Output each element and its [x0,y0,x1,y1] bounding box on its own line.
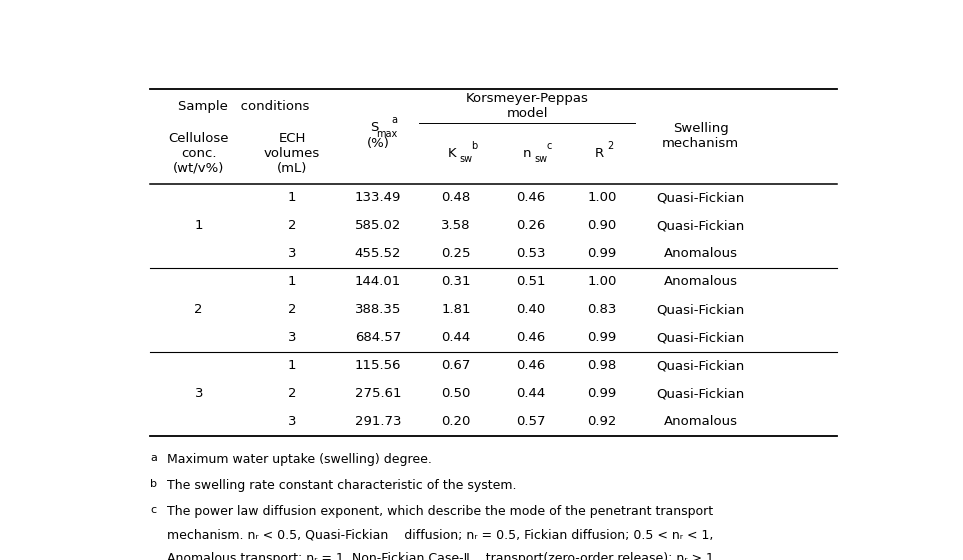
Text: 3.58: 3.58 [441,219,471,232]
Text: Swelling
mechanism: Swelling mechanism [663,122,740,150]
Text: Quasi-Fickian: Quasi-Fickian [657,332,744,344]
Text: 455.52: 455.52 [354,247,402,260]
Text: b: b [150,479,157,489]
Text: 1: 1 [288,191,297,204]
Text: sw: sw [534,154,547,164]
Text: 1: 1 [195,219,203,232]
Text: n: n [523,147,532,160]
Text: 0.46: 0.46 [516,332,545,344]
Text: 585.02: 585.02 [354,219,401,232]
Text: 0.67: 0.67 [441,360,471,372]
Text: 3: 3 [195,388,203,400]
Text: 291.73: 291.73 [354,416,402,428]
Text: c: c [150,505,156,515]
Text: 0.26: 0.26 [516,219,546,232]
Text: 0.57: 0.57 [516,416,546,428]
Text: Anomalous: Anomalous [664,275,738,288]
Text: 0.46: 0.46 [516,360,545,372]
Text: Quasi-Fickian: Quasi-Fickian [657,304,744,316]
Text: 0.99: 0.99 [587,332,616,344]
Text: 3: 3 [288,416,297,428]
Text: 0.46: 0.46 [516,191,545,204]
Text: 0.44: 0.44 [442,332,471,344]
Text: ECH
volumes
(mL): ECH volumes (mL) [264,132,320,175]
Text: 0.40: 0.40 [516,304,545,316]
Text: Quasi-Fickian: Quasi-Fickian [657,219,744,232]
Text: b: b [471,141,478,151]
Text: The swelling rate constant characteristic of the system.: The swelling rate constant characteristi… [167,479,516,492]
Text: sw: sw [459,154,473,164]
Text: 0.50: 0.50 [441,388,471,400]
Text: Sample   conditions: Sample conditions [178,100,309,113]
Text: 144.01: 144.01 [354,275,401,288]
Text: 275.61: 275.61 [354,388,402,400]
Text: 684.57: 684.57 [354,332,401,344]
Text: 388.35: 388.35 [354,304,401,316]
Text: 0.92: 0.92 [587,416,616,428]
Text: Quasi-Fickian: Quasi-Fickian [657,360,744,372]
Text: 0.44: 0.44 [516,388,545,400]
Text: 0.31: 0.31 [441,275,471,288]
Text: a: a [391,115,398,125]
Text: Anomalous transport; nᵣ = 1, Non-Fickian Case-Ⅱ    transport(zero-order release): Anomalous transport; nᵣ = 1, Non-Fickian… [167,552,717,560]
Text: 0.99: 0.99 [587,247,616,260]
Text: Quasi-Fickian: Quasi-Fickian [657,191,744,204]
Text: 0.83: 0.83 [587,304,616,316]
Text: 133.49: 133.49 [354,191,401,204]
Text: S: S [370,121,378,134]
Text: 0.53: 0.53 [516,247,546,260]
Text: Maximum water uptake (swelling) degree.: Maximum water uptake (swelling) degree. [167,453,431,466]
Text: 1.81: 1.81 [441,304,471,316]
Text: Cellulose
conc.
(wt/v%): Cellulose conc. (wt/v%) [169,132,229,175]
Text: Korsmeyer-Peppas
model: Korsmeyer-Peppas model [466,92,588,120]
Text: 0.90: 0.90 [587,219,616,232]
Text: Quasi-Fickian: Quasi-Fickian [657,388,744,400]
Text: (%): (%) [366,137,389,151]
Text: 1: 1 [288,360,297,372]
Text: 1.00: 1.00 [587,275,616,288]
Text: 3: 3 [288,332,297,344]
Text: 115.56: 115.56 [354,360,402,372]
Text: 1.00: 1.00 [587,191,616,204]
Text: a: a [150,453,157,463]
Text: 3: 3 [288,247,297,260]
Text: max: max [377,129,398,139]
Text: 2: 2 [195,304,203,316]
Text: Anomalous: Anomalous [664,416,738,428]
Text: The power law diffusion exponent, which describe the mode of the penetrant trans: The power law diffusion exponent, which … [167,505,713,518]
Text: 0.99: 0.99 [587,388,616,400]
Text: 1: 1 [288,275,297,288]
Text: K: K [448,147,456,160]
Text: R: R [595,147,604,160]
Text: 2: 2 [288,219,297,232]
Text: 0.48: 0.48 [442,191,471,204]
Text: c: c [546,141,552,151]
Text: mechanism. nᵣ < 0.5, Quasi-Fickian    diffusion; nᵣ = 0.5, Fickian diffusion; 0.: mechanism. nᵣ < 0.5, Quasi-Fickian diffu… [167,529,713,542]
Text: 0.20: 0.20 [441,416,471,428]
Text: 2: 2 [288,388,297,400]
Text: 2: 2 [608,141,613,151]
Text: 0.25: 0.25 [441,247,471,260]
Text: 0.98: 0.98 [587,360,616,372]
Text: 2: 2 [288,304,297,316]
Text: 0.51: 0.51 [516,275,546,288]
Text: Anomalous: Anomalous [664,247,738,260]
